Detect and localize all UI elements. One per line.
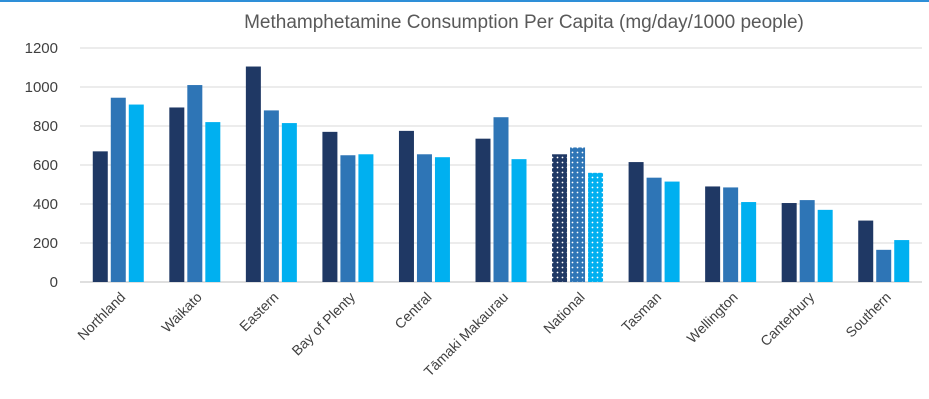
bar [858,220,874,282]
bar [358,154,374,282]
bar [741,202,757,282]
bar [434,157,450,282]
bar [894,240,910,282]
bar [552,154,568,282]
bar [570,147,586,282]
y-axis-ticks: 0 200 400 600 800 1000 1200 [25,40,58,291]
x-tick-label: National [540,289,588,337]
bar [628,162,644,282]
bar [705,186,721,282]
bar [322,131,338,282]
bar [281,123,297,282]
y-tick-label: 1000 [25,79,58,96]
bar [511,159,527,282]
x-tick-label: Tasman [618,289,664,335]
bar [781,203,797,282]
bar [245,66,261,283]
x-tick-label: Wellington [683,289,740,346]
bar [169,107,185,282]
x-tick-label: Northland [74,289,128,343]
y-tick-label: 400 [33,196,58,213]
bar [664,181,680,282]
bar [205,122,221,282]
bar [588,172,604,282]
bar [799,200,815,282]
grid-lines [80,47,922,283]
chart-title: Methamphetamine Consumption Per Capita (… [244,12,804,33]
bar [493,117,509,282]
bar [92,151,108,282]
bar [475,138,491,282]
bar [128,104,144,282]
x-tick-label: Tāmaki Makaurau [421,289,512,380]
bar [340,155,356,282]
bars [92,66,910,283]
y-tick-label: 800 [33,118,58,135]
x-tick-label: Eastern [236,289,281,334]
bar [263,110,279,283]
y-tick-label: 200 [33,235,58,252]
x-tick-label: Waikato [158,289,205,336]
bar [876,249,892,282]
x-tick-label: Bay of Plenty [288,289,358,359]
top-border-line [0,0,929,2]
y-tick-label: 0 [50,274,58,291]
x-axis-ticks: Northland Waikato Eastern Bay of Plenty Cent… [74,289,894,380]
x-tick-label: Southern [842,289,893,340]
x-tick-label: Canterbury [757,289,817,349]
x-tick-label: Central [391,289,434,332]
bar [398,130,414,282]
y-tick-label: 1200 [25,40,58,57]
bar [187,85,203,282]
bar [817,209,833,282]
bar [110,97,126,282]
bar [723,187,739,282]
bar [646,177,662,282]
bar [416,154,432,282]
y-tick-label: 600 [33,157,58,174]
